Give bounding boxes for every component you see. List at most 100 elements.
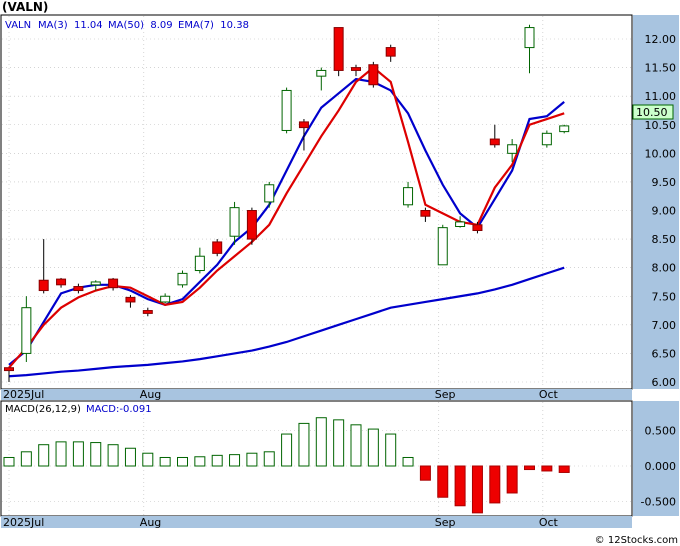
macd-bar [142, 452, 154, 467]
candle-body [298, 121, 309, 129]
price-tick-label: 7.50 [652, 290, 677, 303]
macd-bar [524, 465, 535, 471]
candle-body [472, 224, 483, 232]
last-price-label: 10.50 [636, 106, 668, 119]
macd-bar [159, 456, 171, 467]
macd-histogram [3, 417, 570, 514]
price-tick-label: 7.00 [652, 319, 677, 332]
candle-body [142, 310, 153, 314]
macd-bar [90, 442, 102, 467]
legend-symbol: VALN [5, 20, 31, 31]
candle-body [541, 132, 552, 146]
candle-body [264, 184, 275, 203]
candle-body [21, 307, 32, 354]
candle-body [160, 295, 171, 303]
candle-body [56, 278, 67, 286]
macd-tick-label: -0.500 [641, 496, 676, 509]
candle-body [507, 144, 518, 154]
candle-body [125, 296, 136, 303]
macd-x-axis-labels: 2025Jul Aug Sep Oct [3, 516, 559, 529]
candle-body [559, 125, 570, 133]
ma50-line [8, 266, 565, 378]
candle-body [73, 286, 84, 292]
macd-params: MACD(26,12,9) [5, 404, 81, 415]
candle-body [316, 69, 327, 77]
macd-bar [107, 444, 119, 467]
price-tick-label: 11.00 [645, 90, 677, 103]
macd-bar [298, 422, 310, 467]
candle-body [333, 27, 344, 71]
macd-tick-label: 0.500 [645, 425, 677, 438]
legend-ma3: MA(3) 11.04 [38, 20, 103, 31]
macd-bar [211, 454, 223, 467]
price-tick-label: 9.00 [652, 205, 677, 218]
price-axis-ticks: 12.00 11.50 11.00 10.50 10.00 9.50 9.00 8.50 8.0… [645, 33, 677, 389]
price-tick-label: 6.00 [652, 376, 677, 389]
macd-bar [541, 465, 553, 472]
macd-bar [177, 456, 188, 467]
candle-body [385, 47, 396, 57]
macd-bar [385, 433, 397, 467]
candle-body [524, 27, 535, 49]
price-tick-label: 9.50 [652, 176, 677, 189]
candle-body [108, 278, 119, 289]
price-tick-label: 12.00 [645, 33, 677, 46]
macd-bar [558, 465, 570, 473]
price-axis-band [633, 15, 679, 389]
macd-bar [281, 433, 293, 467]
x-tick-label: 2025Jul [3, 388, 44, 401]
macd-bar [437, 465, 449, 498]
candle-body [281, 89, 292, 131]
candle-body [38, 279, 49, 292]
macd-bar [350, 424, 362, 467]
macd-bar [246, 452, 258, 467]
candle-body [420, 210, 431, 217]
macd-axis-band [633, 401, 679, 516]
candle-body [194, 255, 205, 272]
price-tick-label: 11.50 [645, 62, 677, 75]
candle-body [229, 207, 240, 237]
macd-bar [229, 454, 241, 467]
price-panel [0, 14, 633, 390]
macd-bar [3, 456, 15, 467]
candle-body [351, 67, 361, 71]
macd-bar [419, 465, 431, 481]
x-tick-label: 2025Jul [3, 516, 44, 529]
macd-bar [471, 465, 483, 514]
macd-x-axis-band [1, 516, 632, 528]
x-tick-label: Oct [539, 516, 559, 529]
macd-bar [402, 456, 414, 467]
price-gridlines [2, 16, 631, 388]
watermark: © 12Stocks.com [595, 535, 678, 546]
macd-bar [55, 441, 67, 467]
legend-ema7: EMA(7) 10.38 [178, 20, 249, 31]
macd-bar [506, 465, 518, 494]
ema7-line [8, 66, 565, 369]
ma50-path [8, 266, 565, 378]
chart-title: (VALN) [2, 0, 48, 14]
candle-body [177, 272, 188, 286]
candle-body [489, 138, 500, 146]
candle-body [4, 367, 14, 372]
x-tick-label: Sep [435, 516, 456, 529]
macd-tick-label: 0.000 [645, 460, 677, 473]
last-price-box [632, 104, 674, 120]
macd-bar [333, 419, 345, 467]
price-tick-label: 10.00 [645, 147, 677, 160]
x-tick-label: Oct [539, 388, 559, 401]
macd-bar [489, 465, 501, 504]
x-tick-label: Aug [140, 516, 161, 529]
price-tick-label: 8.50 [652, 233, 677, 246]
x-tick-label: Aug [140, 388, 161, 401]
macd-bar [263, 451, 275, 467]
candle-body [437, 227, 448, 266]
candle-body [368, 64, 379, 86]
macd-bar [315, 417, 327, 467]
price-tick-label: 6.50 [652, 347, 677, 360]
legend-ma50: MA(50) 8.09 [108, 20, 173, 31]
macd-bar [367, 428, 379, 467]
ema7-path [8, 66, 565, 369]
macd-bar [72, 441, 84, 467]
candle-body [403, 187, 414, 206]
candle-body [455, 221, 466, 228]
